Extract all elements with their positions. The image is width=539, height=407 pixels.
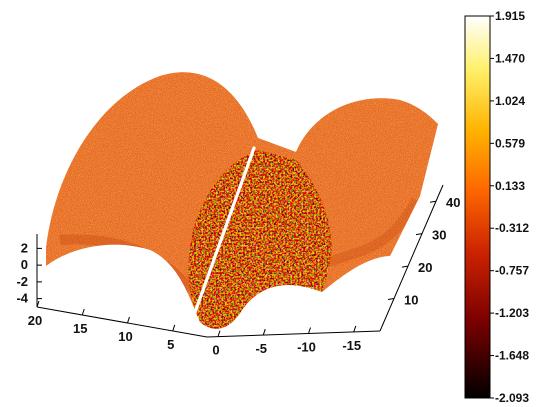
- z-axis: 2 0 -2 -4: [16, 240, 42, 306]
- colorbar-tick-label: 0.133: [495, 179, 525, 193]
- x-tick-mark: [353, 325, 357, 333]
- front-opening: [46, 244, 203, 330]
- colorbar-tick-label: 0.579: [495, 136, 525, 150]
- x-tick-mark: [36, 300, 40, 308]
- y-axis: 10 20 30 40: [387, 195, 460, 308]
- x-tick-label: -10: [297, 339, 316, 354]
- x-tick-label: 15: [73, 321, 87, 336]
- x-tick-mark: [217, 330, 221, 337]
- colorbar-tick-label: 1.024: [495, 94, 525, 108]
- x-tick-mark: [127, 316, 130, 324]
- z-tick-label: -2: [16, 274, 28, 289]
- axes-box: [36, 184, 444, 338]
- x-tick-mark: [81, 308, 85, 316]
- x-tick-label: -5: [255, 341, 267, 356]
- z-tick-label: 2: [21, 240, 28, 255]
- y-tick-mark: [401, 265, 409, 268]
- front-opening-right: [322, 256, 390, 300]
- colorbar-tick-label: -1.648: [495, 349, 529, 363]
- colorbar-tick-label: 1.915: [495, 9, 525, 23]
- colorbar-tick-label: 1.470: [495, 51, 525, 65]
- y-tick-label: 40: [446, 195, 460, 210]
- x-axis: 20 15 10 5 0 -5 -10 -15: [28, 300, 361, 358]
- y-tick-label: 10: [404, 293, 418, 308]
- seam-line: [191, 146, 256, 320]
- z-tick-label: -4: [16, 291, 28, 306]
- z-tick-label: 0: [21, 257, 28, 272]
- x-tick-label: 10: [118, 329, 132, 344]
- colorbar-ticks: 1.915 1.470 1.024 0.579 0.133 -0.312 -0.757 -1.…: [490, 9, 529, 405]
- colorbar-bar: [464, 15, 491, 399]
- y-tick-mark: [387, 298, 395, 301]
- y-tick-mark: [415, 233, 423, 236]
- colorbar: 1.915 1.470 1.024 0.579 0.133 -0.312 -0.757 -1.…: [464, 9, 529, 405]
- y-tick-label: 20: [418, 260, 432, 275]
- colorbar-tick-label: -0.757: [495, 264, 529, 278]
- x-tick-label: 20: [28, 313, 42, 328]
- x-tick-label: 0: [212, 343, 219, 358]
- x-tick-mark: [172, 324, 176, 332]
- x-tick-label: -15: [342, 338, 361, 353]
- y-tick-mark: [429, 200, 437, 203]
- x-tick-mark: [308, 327, 311, 334]
- x-tick-mark: [262, 328, 266, 336]
- colorbar-tick-label: -1.203: [495, 306, 529, 320]
- y-tick-label: 30: [432, 228, 446, 243]
- x-tick-label: 5: [167, 337, 174, 352]
- surface: [46, 72, 438, 329]
- colorbar-tick-label: -0.312: [495, 221, 529, 235]
- colorbar-tick-label: -2.093: [495, 391, 529, 405]
